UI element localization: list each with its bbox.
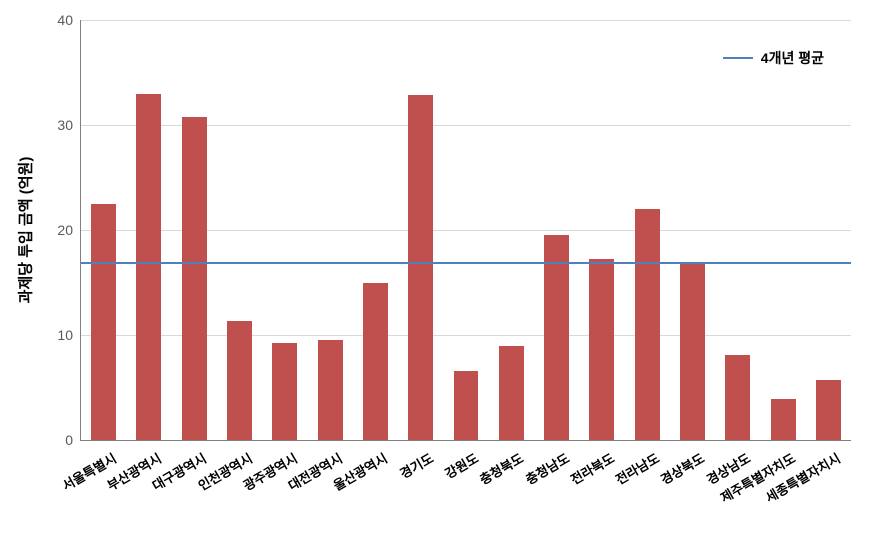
bar bbox=[91, 204, 116, 440]
bar bbox=[544, 235, 569, 440]
bar bbox=[454, 371, 479, 440]
y-tick-label: 10 bbox=[57, 327, 73, 343]
x-tick-label: 경상북도 bbox=[653, 448, 708, 490]
bar bbox=[680, 264, 705, 440]
gridline bbox=[81, 20, 851, 21]
bar bbox=[408, 95, 433, 440]
legend-line-icon bbox=[723, 57, 753, 59]
bar bbox=[635, 209, 660, 440]
chart-container: 과제당 투입 금액 (억원) 010203040서울특별시부산광역시대구광역시인… bbox=[10, 10, 869, 542]
x-tick-label: 충청남도 bbox=[518, 448, 573, 490]
bar bbox=[499, 346, 524, 441]
x-tick-label: 충청북도 bbox=[472, 448, 527, 490]
y-tick-label: 30 bbox=[57, 117, 73, 133]
bar bbox=[771, 399, 796, 440]
y-tick-label: 20 bbox=[57, 222, 73, 238]
bar bbox=[363, 283, 388, 441]
average-line bbox=[81, 262, 851, 264]
bar bbox=[318, 340, 343, 440]
x-tick-label: 전라북도 bbox=[563, 448, 618, 490]
x-tick-label: 전라남도 bbox=[608, 448, 663, 490]
y-tick-label: 40 bbox=[57, 12, 73, 28]
x-tick-label: 경기도 bbox=[393, 448, 436, 484]
legend: 4개년 평균 bbox=[711, 40, 836, 76]
bar bbox=[136, 94, 161, 441]
bar bbox=[227, 321, 252, 440]
y-tick-label: 0 bbox=[65, 432, 73, 448]
bar bbox=[272, 343, 297, 440]
bar bbox=[725, 355, 750, 440]
legend-label: 4개년 평균 bbox=[761, 48, 824, 68]
plot-area: 010203040서울특별시부산광역시대구광역시인천광역시광주광역시대전광역시울… bbox=[80, 20, 851, 441]
y-axis-title: 과제당 투입 금액 (억원) bbox=[15, 157, 36, 304]
bar bbox=[816, 380, 841, 440]
bar bbox=[182, 117, 207, 440]
bar bbox=[589, 259, 614, 440]
